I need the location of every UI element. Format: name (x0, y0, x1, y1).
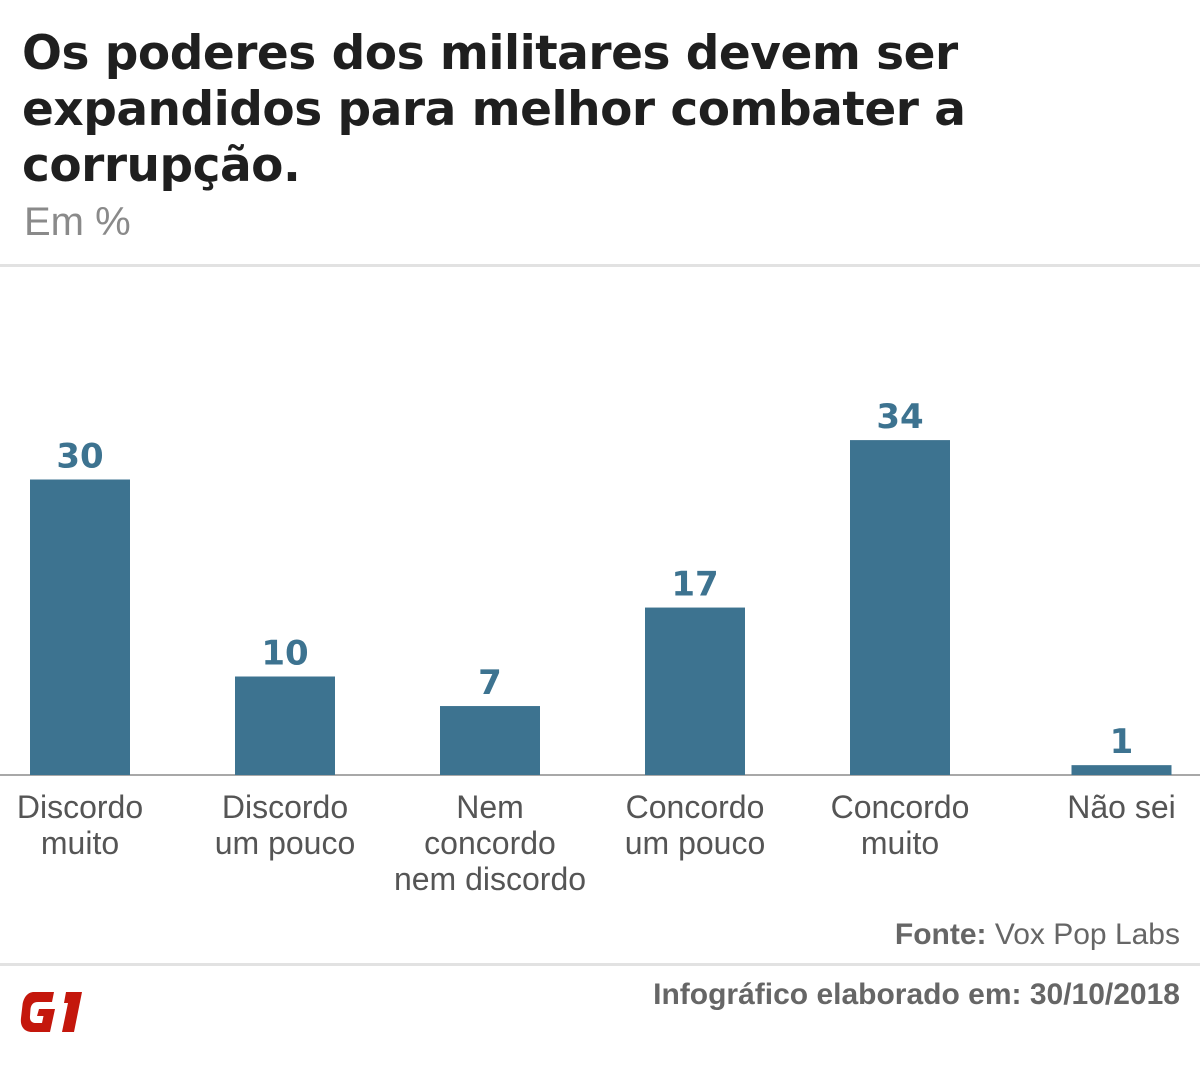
g1-logo-one-shape (62, 992, 82, 1032)
bar-group: 30 Discordo muito (17, 437, 143, 862)
source-note: Fonte: Vox Pop Labs (895, 918, 1180, 952)
bar (1071, 765, 1172, 775)
category-label-line: muito (861, 825, 939, 861)
chart-title: Os poderes dos militares devem ser expan… (22, 26, 966, 193)
data-label: 17 (671, 565, 718, 605)
category-label: Discordo muito (17, 789, 143, 861)
category-label-line: Não sei (1067, 789, 1176, 825)
source-label: Fonte: (894, 918, 987, 951)
bar-group: 10 Discordo um pouco (215, 634, 356, 862)
footer-divider (0, 963, 1200, 966)
category-label-line: Concordo (626, 789, 765, 825)
header-divider (0, 264, 1200, 267)
category-label-line: muito (41, 825, 119, 861)
category-label-line: um pouco (215, 825, 356, 861)
category-label: Não sei (1067, 789, 1176, 825)
category-label-line: Discordo (222, 789, 348, 825)
bar (440, 706, 540, 775)
bar (30, 479, 130, 775)
bar-group: 34 Concordo muito (831, 397, 970, 861)
bar (235, 676, 335, 775)
g1-logo (20, 992, 82, 1032)
category-label-line: um pouco (625, 825, 766, 861)
bar (850, 440, 950, 775)
data-label: 10 (261, 634, 308, 674)
bar-group: 1 Não sei (1067, 722, 1176, 825)
data-label: 34 (876, 397, 923, 437)
category-label: Discordo um pouco (215, 789, 356, 861)
bar-group: 7 Nem concordo nem discordo (394, 663, 586, 897)
category-label: Nem concordo nem discordo (394, 789, 586, 897)
category-label-line: nem discordo (394, 861, 586, 897)
g1-logo-g-shape (20, 992, 55, 1032)
category-label-line: concordo (424, 825, 556, 861)
bar (645, 607, 745, 775)
category-label-line: Concordo (831, 789, 970, 825)
data-label: 7 (478, 663, 502, 703)
category-label: Concordo um pouco (625, 789, 766, 861)
source-value: Vox Pop Labs (986, 918, 1180, 951)
category-label-line: Nem (456, 789, 524, 825)
infographic-date-note: Infográfico elaborado em: 30/10/2018 (653, 978, 1180, 1011)
bar-group: 17 Concordo um pouco (625, 565, 766, 861)
data-label: 1 (1110, 722, 1134, 762)
category-label-line: Discordo (17, 789, 143, 825)
category-label: Concordo muito (831, 789, 970, 861)
data-label: 30 (56, 437, 103, 477)
chart-subtitle: Em % (24, 200, 131, 244)
